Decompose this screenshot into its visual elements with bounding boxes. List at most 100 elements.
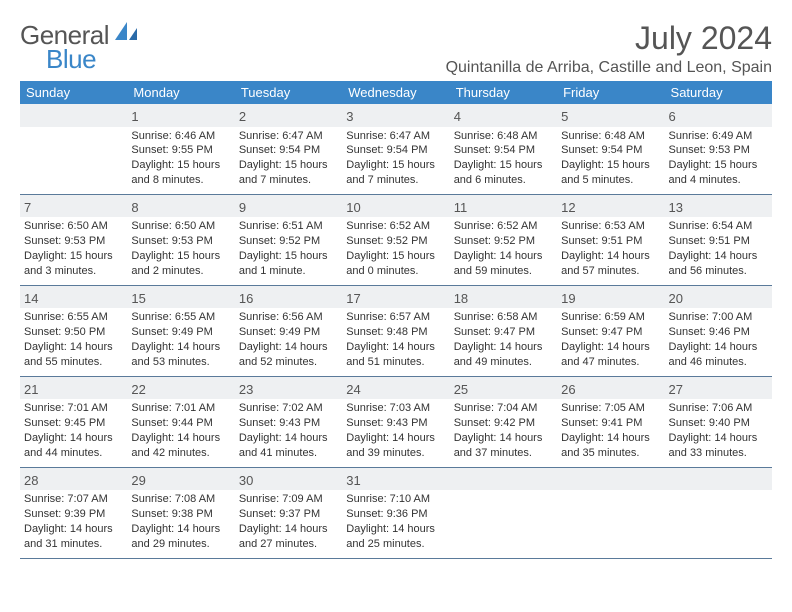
weekday-header: Wednesday [342,81,449,104]
day-number: 31 [346,472,445,491]
day-number-cell: 6 [665,104,772,127]
day-number: 10 [346,199,445,218]
day-number: 1 [131,108,230,127]
sun-info-line: Daylight: 15 hours and 8 minutes. [131,158,230,188]
day-number-cell: 23 [235,376,342,399]
sun-info-line: Sunset: 9:47 PM [454,325,553,340]
sun-info-line: Sunrise: 7:10 AM [346,492,445,507]
day-number-cell: 15 [127,285,234,308]
sun-info-line: Sunset: 9:52 PM [454,234,553,249]
sun-info-line: Sunset: 9:51 PM [669,234,768,249]
sun-info-line: Daylight: 14 hours and 27 minutes. [239,522,338,552]
sun-info-line: Sunset: 9:38 PM [131,507,230,522]
sun-info-line: Sunrise: 7:01 AM [24,401,123,416]
day-number: 11 [454,199,553,218]
day-number: 12 [561,199,660,218]
day-number-cell: 8 [127,194,234,217]
sun-info-line: Sunset: 9:47 PM [561,325,660,340]
day-cell: Sunrise: 6:51 AMSunset: 9:52 PMDaylight:… [235,217,342,285]
day-data-row: Sunrise: 7:01 AMSunset: 9:45 PMDaylight:… [20,399,772,467]
day-cell: Sunrise: 7:06 AMSunset: 9:40 PMDaylight:… [665,399,772,467]
sun-info-line: Sunrise: 6:54 AM [669,219,768,234]
sun-info-line: Sunset: 9:55 PM [131,143,230,158]
sun-info-line: Sunrise: 6:55 AM [24,310,123,325]
sun-info-line: Sunset: 9:43 PM [346,416,445,431]
sun-info-line: Sunrise: 6:48 AM [561,129,660,144]
day-number-cell: 9 [235,194,342,217]
sun-info-line: Sunset: 9:54 PM [239,143,338,158]
day-number: 5 [561,108,660,127]
day-number-cell [450,467,557,490]
day-data-row: Sunrise: 7:07 AMSunset: 9:39 PMDaylight:… [20,490,772,558]
day-number-cell: 26 [557,376,664,399]
sun-info-line: Daylight: 14 hours and 25 minutes. [346,522,445,552]
sun-info-line: Sunset: 9:48 PM [346,325,445,340]
day-number: 20 [669,290,768,309]
day-cell: Sunrise: 7:07 AMSunset: 9:39 PMDaylight:… [20,490,127,558]
sun-info-line: Sunrise: 6:56 AM [239,310,338,325]
day-cell [20,127,127,195]
sun-info-line: Daylight: 14 hours and 47 minutes. [561,340,660,370]
sun-info-line: Daylight: 15 hours and 1 minute. [239,249,338,279]
day-number-cell: 13 [665,194,772,217]
day-number: 16 [239,290,338,309]
day-number-row: 28293031 [20,467,772,490]
day-number: 25 [454,381,553,400]
day-cell: Sunrise: 6:52 AMSunset: 9:52 PMDaylight:… [450,217,557,285]
sun-info-line: Sunset: 9:50 PM [24,325,123,340]
sun-info-line: Sunset: 9:51 PM [561,234,660,249]
day-cell: Sunrise: 6:53 AMSunset: 9:51 PMDaylight:… [557,217,664,285]
sun-info-line: Daylight: 14 hours and 44 minutes. [24,431,123,461]
sun-info-line: Daylight: 15 hours and 3 minutes. [24,249,123,279]
day-number-cell: 14 [20,285,127,308]
sun-info-line: Daylight: 14 hours and 31 minutes. [24,522,123,552]
sun-info-line: Sunrise: 6:46 AM [131,129,230,144]
sun-info-line: Sunrise: 6:59 AM [561,310,660,325]
sun-info-line: Sunrise: 7:01 AM [131,401,230,416]
sun-info-line: Sunrise: 6:47 AM [239,129,338,144]
day-cell: Sunrise: 6:58 AMSunset: 9:47 PMDaylight:… [450,308,557,376]
sun-info-line: Daylight: 15 hours and 2 minutes. [131,249,230,279]
sun-info-line: Sunset: 9:40 PM [669,416,768,431]
day-cell: Sunrise: 6:55 AMSunset: 9:50 PMDaylight:… [20,308,127,376]
day-cell: Sunrise: 6:47 AMSunset: 9:54 PMDaylight:… [342,127,449,195]
day-number-cell: 10 [342,194,449,217]
sun-info-line: Sunset: 9:52 PM [239,234,338,249]
day-cell: Sunrise: 6:49 AMSunset: 9:53 PMDaylight:… [665,127,772,195]
logo-text-blue: Blue [46,44,96,75]
day-number-cell: 27 [665,376,772,399]
day-number-cell: 31 [342,467,449,490]
sun-info-line: Daylight: 14 hours and 57 minutes. [561,249,660,279]
weekday-header: Thursday [450,81,557,104]
sun-info-line: Sunset: 9:46 PM [669,325,768,340]
day-cell: Sunrise: 6:57 AMSunset: 9:48 PMDaylight:… [342,308,449,376]
day-cell: Sunrise: 7:00 AMSunset: 9:46 PMDaylight:… [665,308,772,376]
sun-info-line: Daylight: 15 hours and 0 minutes. [346,249,445,279]
day-number-cell: 28 [20,467,127,490]
day-cell: Sunrise: 7:10 AMSunset: 9:36 PMDaylight:… [342,490,449,558]
sun-info-line: Sunrise: 7:07 AM [24,492,123,507]
day-number: 15 [131,290,230,309]
sun-info-line: Daylight: 14 hours and 53 minutes. [131,340,230,370]
header: General Blue July 2024 Quintanilla de Ar… [20,20,772,77]
location: Quintanilla de Arriba, Castille and Leon… [446,59,772,77]
sun-info-line: Sunset: 9:45 PM [24,416,123,431]
weekday-header: Tuesday [235,81,342,104]
sun-info-line: Sunset: 9:54 PM [346,143,445,158]
sun-info-line: Sunrise: 6:52 AM [346,219,445,234]
day-number-cell: 20 [665,285,772,308]
sun-info-line: Daylight: 14 hours and 39 minutes. [346,431,445,461]
sun-info-line: Daylight: 14 hours and 52 minutes. [239,340,338,370]
day-data-row: Sunrise: 6:55 AMSunset: 9:50 PM Daylight:… [20,308,772,376]
day-number: 6 [669,108,768,127]
sun-info-line: Sunset: 9:36 PM [346,507,445,522]
day-number-cell: 24 [342,376,449,399]
day-cell: Sunrise: 7:01 AMSunset: 9:45 PMDaylight:… [20,399,127,467]
day-number-cell: 16 [235,285,342,308]
day-number-cell [20,104,127,127]
day-number-cell: 3 [342,104,449,127]
day-number-cell: 30 [235,467,342,490]
weekday-header: Monday [127,81,234,104]
sun-info-line: Sunrise: 6:52 AM [454,219,553,234]
sun-info-line: Sunrise: 7:04 AM [454,401,553,416]
